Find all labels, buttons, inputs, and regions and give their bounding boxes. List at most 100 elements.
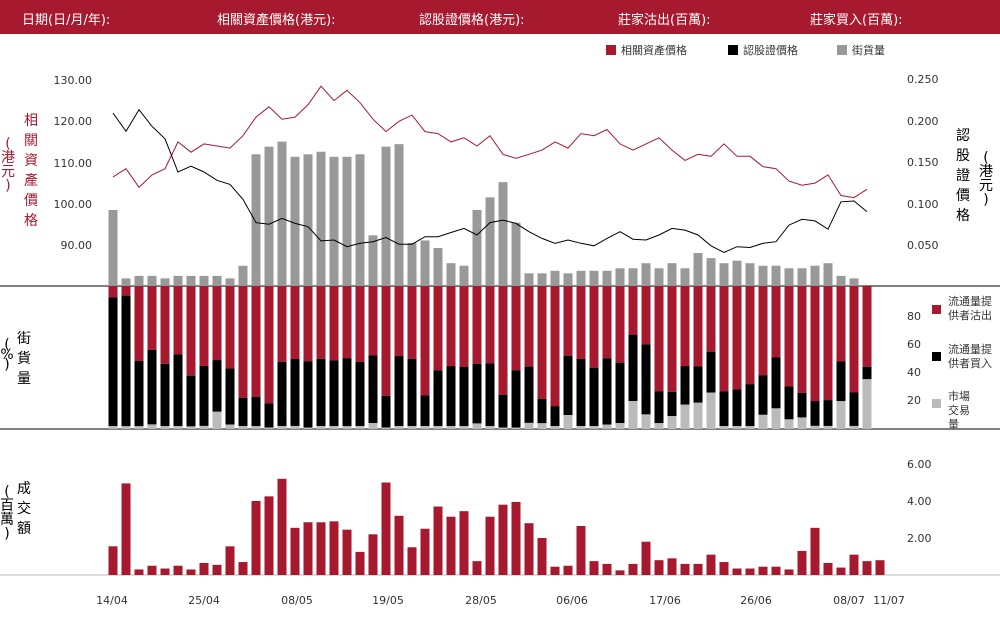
outstanding-bar (784, 268, 794, 286)
market-volume-bar (121, 426, 131, 429)
market-volume-bar (511, 427, 521, 429)
date-tick: 11/07 (873, 594, 905, 607)
lp-sell-bar (615, 286, 625, 363)
market-volume-bar (277, 426, 287, 429)
lp-sell-bar (329, 286, 339, 361)
lp-sell-bar (446, 286, 456, 367)
turnover-bar (615, 570, 625, 575)
lp-sell-bar (472, 286, 482, 364)
outstanding-bar (394, 144, 404, 286)
market-volume-bar (771, 408, 781, 429)
outstanding-bar (732, 260, 742, 286)
lp-buy-bar (147, 349, 157, 425)
turnover-bar (719, 562, 729, 575)
lp-sell-bar (355, 286, 365, 362)
market-volume-bar (576, 426, 586, 429)
outstanding-bar (576, 270, 586, 286)
turnover-bar (446, 516, 456, 575)
lp-sell-bar (836, 286, 846, 362)
turnover-bar (355, 551, 365, 575)
pct-axis-tick: 80 (907, 310, 921, 323)
market-volume-bar (732, 426, 742, 429)
turnover-bar (420, 528, 430, 575)
turnover-axis-tick: 2.00 (907, 532, 932, 545)
outstanding-bar (654, 268, 664, 286)
legend-outstanding-swatch (837, 45, 847, 55)
outstanding-bar (238, 265, 248, 286)
turnover-bar (303, 522, 313, 575)
market-volume-bar (264, 427, 274, 429)
turnover-bar (849, 554, 859, 575)
outstanding-bar (823, 263, 833, 286)
outstanding-bar (485, 197, 495, 286)
market-volume-bar (563, 415, 573, 429)
warrant-axis-tick: 0.150 (907, 156, 939, 169)
turnover-bar (706, 554, 716, 575)
outstanding-bar (602, 270, 612, 286)
pct-axis-tick: 60 (907, 338, 921, 351)
lp-sell-bar (238, 286, 248, 398)
outstanding-bar (134, 275, 144, 286)
market-volume-bar (693, 402, 703, 429)
underlying-axis-tick: 100.00 (54, 198, 93, 211)
date-tick: 14/04 (96, 594, 128, 607)
turnover-bar (836, 567, 846, 575)
date-tick: 08/05 (281, 594, 313, 607)
header-warrant-price-label: 認股證價格(港元): (419, 13, 525, 28)
lp-buy-bar (355, 361, 365, 427)
outstanding-bar (160, 278, 170, 286)
outstanding-bar (355, 154, 365, 286)
lp-buy-bar (641, 344, 651, 415)
turnover-bar (524, 523, 534, 575)
legend-market-swatch (932, 399, 941, 408)
underlying-price-line (112, 85, 868, 199)
turnover-bar (589, 561, 599, 575)
lp-buy-bar (524, 366, 534, 423)
outstanding-bar (849, 278, 859, 286)
lp-buy-bar (719, 391, 729, 427)
outstanding-bar (407, 242, 417, 286)
turnover-bar (160, 568, 170, 575)
price-lines (112, 85, 868, 254)
lp-buy-bar (576, 358, 586, 427)
market-volume-bar (147, 424, 157, 429)
left-axis-title-underlying: 相關資產價格 (24, 113, 38, 229)
turnover-bar (342, 529, 352, 575)
turnover-bar (472, 561, 482, 575)
market-volume-bar (745, 426, 755, 429)
outstanding-bar (290, 156, 300, 286)
date-tick: 08/07 (833, 594, 865, 607)
market-volume-bar (394, 426, 404, 429)
lp-sell-bar (303, 286, 313, 362)
lp-buy-bar (407, 358, 417, 427)
underlying-axis-tick: 90.00 (61, 239, 93, 252)
market-volume-bar (225, 424, 235, 429)
lp-sell-bar (407, 286, 417, 359)
lp-sell-bar (862, 286, 872, 367)
outstanding-bar (186, 275, 196, 286)
market-volume-bar (355, 426, 365, 429)
header-date-label: 日期(日/月/年): (22, 13, 111, 28)
warrant-axis-tick: 0.250 (907, 73, 939, 86)
turnover-bar (875, 560, 885, 575)
legend-warrant-label: 認股證價格 (743, 43, 798, 57)
market-volume-bar (199, 425, 209, 429)
turnover-bar (199, 562, 209, 575)
lp-buy-bar (303, 361, 313, 428)
date-tick: 25/04 (188, 594, 220, 607)
market-volume-bar (524, 422, 534, 429)
turnover-bar (680, 563, 690, 575)
turnover-bar (498, 504, 508, 575)
lp-buy-bar (823, 400, 833, 426)
outstanding-bar (810, 265, 820, 286)
outstanding-bar (797, 268, 807, 286)
lp-sell-bar (524, 286, 534, 367)
turnover-bar (563, 565, 573, 575)
turnover-bar (654, 560, 664, 575)
lp-sell-bar (511, 286, 521, 371)
lp-buy-bar (563, 355, 573, 416)
turnover-bar (316, 522, 326, 575)
outstanding-bar (706, 258, 716, 286)
market-volume-bar (628, 400, 638, 429)
warrant-price-line (112, 108, 868, 254)
